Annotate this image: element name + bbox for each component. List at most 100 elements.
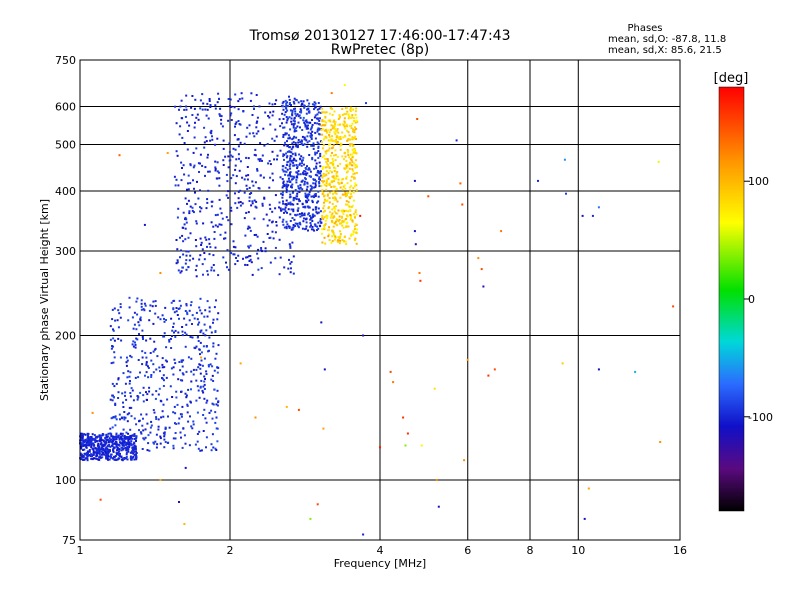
data-point (333, 170, 336, 173)
data-point (86, 436, 89, 439)
data-point (79, 457, 82, 460)
data-point (204, 417, 207, 420)
data-point (101, 456, 104, 459)
data-point (303, 170, 306, 173)
data-point (116, 436, 119, 438)
colorbar-label: [deg] (714, 71, 749, 86)
data-point (322, 191, 325, 194)
data-point (290, 151, 293, 154)
data-point (217, 366, 220, 369)
data-point (307, 127, 309, 130)
data-point (209, 363, 212, 366)
data-point (289, 157, 292, 160)
data-point (149, 431, 152, 434)
data-point (122, 442, 125, 445)
data-point (320, 170, 322, 173)
data-point (333, 110, 336, 113)
data-point (205, 207, 208, 210)
data-point (115, 433, 118, 436)
data-point (206, 102, 209, 105)
data-point (198, 258, 201, 261)
data-point (286, 101, 289, 104)
x-axis-label: Frequency [MHz] (334, 557, 426, 570)
data-point (84, 452, 87, 455)
data-point (131, 316, 134, 319)
data-point (207, 189, 210, 192)
data-point (188, 124, 191, 127)
data-point (248, 186, 251, 189)
data-point (288, 146, 291, 149)
data-point (330, 186, 333, 188)
data-point (146, 449, 149, 452)
data-point (190, 380, 193, 383)
data-point (86, 453, 89, 456)
data-point (330, 161, 333, 164)
data-point (251, 180, 254, 183)
data-point (307, 195, 310, 198)
data-point (328, 182, 331, 185)
data-point (147, 442, 150, 445)
data-points (79, 84, 675, 536)
data-point (292, 255, 295, 258)
data-point (289, 220, 292, 222)
data-point (313, 223, 316, 226)
data-point (238, 169, 241, 172)
data-point (203, 388, 206, 390)
data-point (316, 151, 318, 154)
data-point (292, 119, 295, 122)
data-point (189, 205, 192, 208)
data-point (259, 158, 262, 161)
data-point (298, 153, 301, 156)
data-point (155, 368, 158, 371)
data-point (306, 124, 309, 127)
data-point (289, 201, 292, 204)
data-point (298, 191, 301, 193)
data-point (298, 213, 301, 215)
data-point (110, 438, 113, 441)
data-point (200, 379, 203, 382)
data-point (339, 142, 342, 145)
data-point (190, 370, 193, 373)
data-point (310, 224, 312, 227)
data-point (261, 154, 264, 157)
data-point (212, 342, 215, 345)
data-point (300, 109, 303, 112)
data-point (189, 164, 192, 167)
data-point (199, 210, 202, 213)
data-point (124, 457, 127, 460)
data-point (334, 133, 337, 136)
data-point (237, 120, 240, 122)
data-point (348, 167, 351, 170)
data-point (332, 190, 335, 192)
data-point (312, 208, 315, 211)
data-point (112, 328, 114, 331)
data-point (190, 425, 193, 428)
data-point (226, 180, 229, 183)
data-point (85, 445, 88, 448)
data-point (104, 447, 107, 450)
data-point (334, 159, 337, 162)
data-point (305, 112, 308, 115)
data-point (327, 177, 330, 180)
data-point (336, 171, 339, 173)
data-point (321, 156, 324, 159)
colorbar-tick-label: 0 (748, 293, 755, 306)
data-point (283, 266, 286, 269)
data-point (163, 379, 165, 382)
data-point (229, 159, 232, 162)
data-point (298, 198, 300, 201)
data-point (359, 214, 362, 217)
data-point (112, 396, 115, 398)
data-point (108, 443, 111, 446)
data-point (190, 106, 193, 109)
data-point (292, 100, 295, 103)
data-point (225, 261, 227, 264)
data-point (186, 188, 188, 191)
data-point (461, 203, 464, 206)
data-point (145, 371, 148, 374)
data-point (296, 167, 299, 170)
data-point (249, 255, 252, 257)
data-point (309, 170, 312, 173)
data-point (313, 104, 316, 106)
data-point (105, 438, 108, 441)
